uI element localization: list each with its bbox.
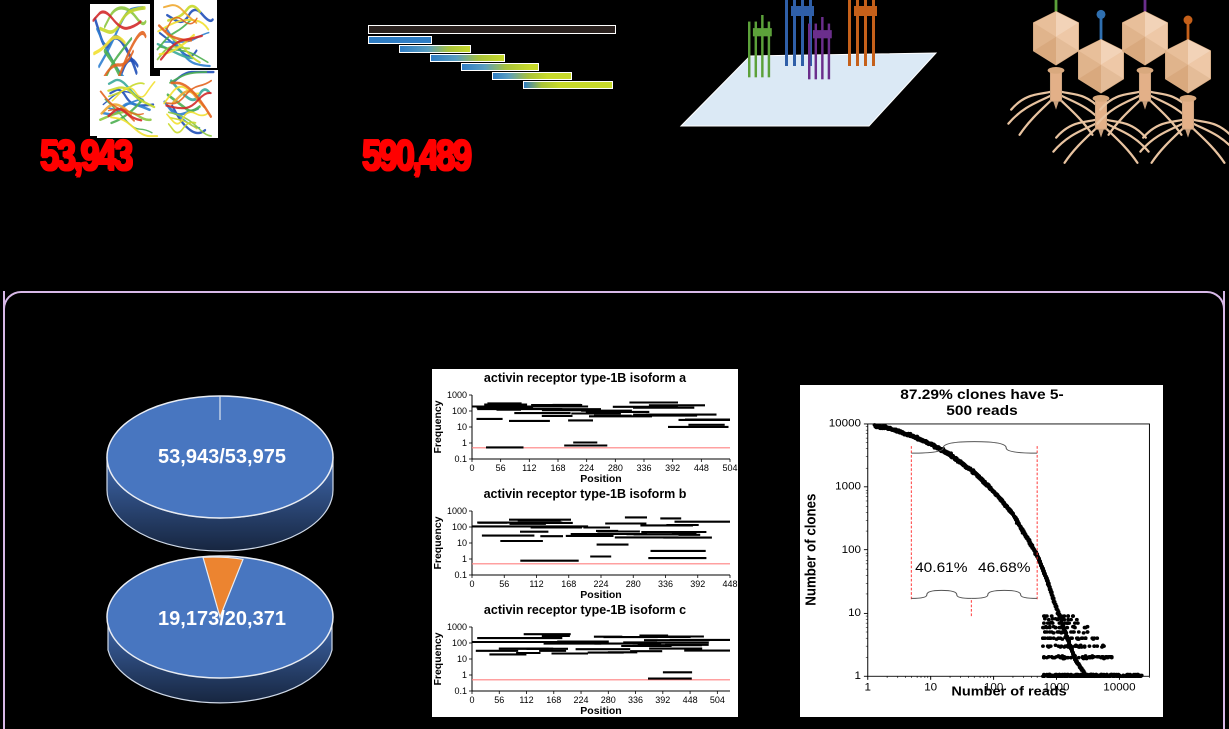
svg-text:1000: 1000 xyxy=(835,481,861,492)
svg-text:224: 224 xyxy=(574,695,589,705)
svg-text:10: 10 xyxy=(457,422,467,432)
svg-text:112: 112 xyxy=(519,695,533,705)
svg-text:46.68%: 46.68% xyxy=(978,560,1030,575)
svg-text:448: 448 xyxy=(694,463,709,473)
svg-text:392: 392 xyxy=(655,695,670,705)
svg-text:392: 392 xyxy=(690,579,705,589)
svg-text:0.1: 0.1 xyxy=(454,570,467,580)
svg-text:168: 168 xyxy=(546,695,561,705)
svg-text:Position: Position xyxy=(580,705,621,717)
svg-text:336: 336 xyxy=(628,695,643,705)
svg-text:Frequency: Frequency xyxy=(432,632,444,685)
svg-text:1: 1 xyxy=(865,682,871,693)
svg-text:112: 112 xyxy=(522,463,536,473)
svg-text:1: 1 xyxy=(462,554,467,564)
svg-text:448: 448 xyxy=(683,695,698,705)
svg-text:1000: 1000 xyxy=(447,506,467,516)
svg-text:10: 10 xyxy=(457,654,467,664)
svg-text:500 reads: 500 reads xyxy=(946,404,1017,419)
svg-text:Frequency: Frequency xyxy=(432,400,444,453)
svg-text:56: 56 xyxy=(494,695,504,705)
svg-text:504: 504 xyxy=(710,695,725,705)
svg-text:100: 100 xyxy=(842,545,861,556)
svg-text:100: 100 xyxy=(452,638,467,648)
svg-text:168: 168 xyxy=(561,579,576,589)
svg-text:10: 10 xyxy=(848,607,861,618)
svg-text:280: 280 xyxy=(601,695,616,705)
svg-text:10000: 10000 xyxy=(829,418,861,429)
svg-text:87.29% clones have 5-: 87.29% clones have 5- xyxy=(900,388,1063,403)
svg-text:0: 0 xyxy=(469,579,474,589)
svg-text:0: 0 xyxy=(469,463,474,473)
svg-text:0.1: 0.1 xyxy=(454,454,467,464)
svg-text:280: 280 xyxy=(608,463,623,473)
svg-text:1000: 1000 xyxy=(447,390,467,400)
svg-text:0: 0 xyxy=(469,695,474,705)
svg-text:10: 10 xyxy=(457,538,467,548)
svg-text:336: 336 xyxy=(658,579,673,589)
svg-text:activin receptor type-1B isofo: activin receptor type-1B isoform a xyxy=(484,371,687,385)
svg-text:40.61%: 40.61% xyxy=(915,560,967,575)
svg-text:1000: 1000 xyxy=(447,622,467,632)
svg-text:activin receptor type-1B isofo: activin receptor type-1B isoform b xyxy=(484,487,687,501)
svg-text:112: 112 xyxy=(529,579,543,589)
svg-text:392: 392 xyxy=(665,463,680,473)
svg-text:224: 224 xyxy=(579,463,594,473)
svg-text:Number of reads: Number of reads xyxy=(951,683,1067,698)
svg-text:Frequency: Frequency xyxy=(432,516,444,569)
svg-text:0.1: 0.1 xyxy=(454,686,467,696)
svg-text:Position: Position xyxy=(580,589,621,601)
svg-text:56: 56 xyxy=(496,463,506,473)
svg-text:168: 168 xyxy=(550,463,565,473)
svg-text:100: 100 xyxy=(452,406,467,416)
svg-text:56: 56 xyxy=(499,579,509,589)
svg-text:280: 280 xyxy=(626,579,641,589)
svg-text:336: 336 xyxy=(636,463,651,473)
svg-text:1: 1 xyxy=(855,670,861,681)
svg-text:Number of clones: Number of clones xyxy=(802,493,819,605)
svg-text:10: 10 xyxy=(924,682,937,693)
svg-text:1: 1 xyxy=(462,438,467,448)
svg-text:504: 504 xyxy=(722,463,737,473)
svg-text:10000: 10000 xyxy=(1103,682,1135,693)
svg-text:448: 448 xyxy=(722,579,737,589)
svg-text:Position: Position xyxy=(580,473,621,485)
svg-text:224: 224 xyxy=(593,579,608,589)
svg-text:activin receptor type-1B isofo: activin receptor type-1B isoform c xyxy=(484,603,686,617)
svg-text:1: 1 xyxy=(462,670,467,680)
svg-text:19,173/20,371: 19,173/20,371 xyxy=(158,608,286,630)
svg-text:100: 100 xyxy=(452,522,467,532)
